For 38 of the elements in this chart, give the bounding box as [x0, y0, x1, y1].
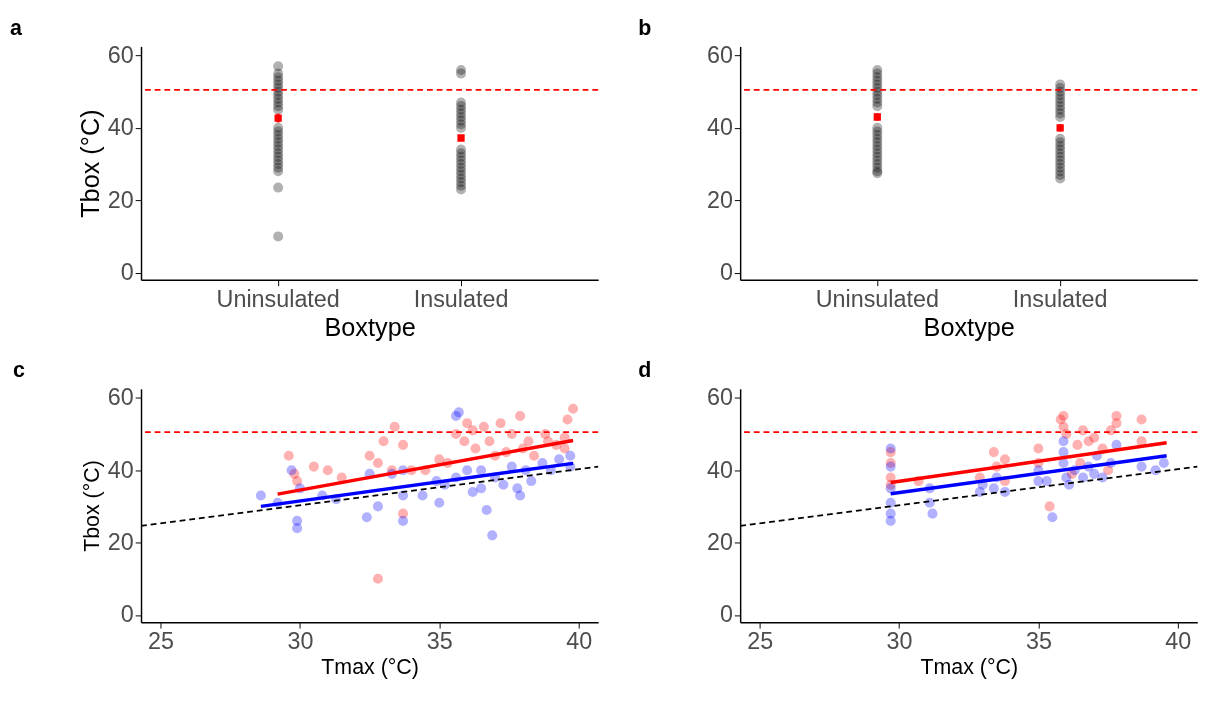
x-tick-label: Uninsulated — [216, 285, 340, 312]
y-tick-label: 40 — [107, 114, 134, 141]
x-tick-label: 30 — [287, 627, 314, 654]
x-tick-label: Insulated — [413, 285, 509, 312]
x-tick-label: 40 — [566, 627, 593, 654]
chart-title: d — [638, 358, 652, 383]
x-axis-title: Boxtype — [923, 312, 1015, 341]
x-tick-label: 25 — [747, 627, 774, 654]
x-tick-label: 25 — [148, 627, 175, 654]
chart-title: a — [10, 16, 24, 41]
y-tick-label: 60 — [706, 384, 733, 411]
y-tick-label: 0 — [719, 258, 733, 285]
chart-title: c — [12, 358, 25, 383]
y-tick-label: 60 — [706, 41, 733, 68]
y-tick-label: 60 — [107, 41, 134, 68]
y-tick-label: 40 — [706, 456, 733, 483]
x-tick-label: 35 — [426, 627, 453, 654]
chart-title: b — [638, 16, 652, 41]
x-tick-label: Uninsulated — [815, 285, 939, 312]
y-axis-title: Tbox (°C) — [80, 460, 105, 552]
x-tick-label: 30 — [886, 627, 913, 654]
y-tick-label: 40 — [107, 456, 134, 483]
x-tick-label: Insulated — [1012, 285, 1108, 312]
y-tick-label: 0 — [719, 601, 733, 628]
x-tick-label: 40 — [1165, 627, 1192, 654]
y-tick-label: 20 — [107, 528, 134, 555]
y-tick-label: 0 — [120, 258, 134, 285]
y-tick-label: 60 — [107, 384, 134, 411]
y-axis-title: Tbox (°C) — [76, 109, 105, 218]
x-axis-title: Tmax (°C) — [920, 655, 1019, 680]
y-tick-label: 20 — [706, 186, 733, 213]
x-axis-title: Tmax (°C) — [321, 655, 419, 680]
x-tick-label: 35 — [1025, 627, 1052, 654]
y-tick-label: 0 — [120, 601, 134, 628]
y-tick-label: 40 — [706, 114, 733, 141]
y-tick-label: 20 — [706, 528, 733, 555]
x-axis-title: Boxtype — [324, 312, 416, 341]
y-tick-label: 20 — [107, 186, 134, 213]
